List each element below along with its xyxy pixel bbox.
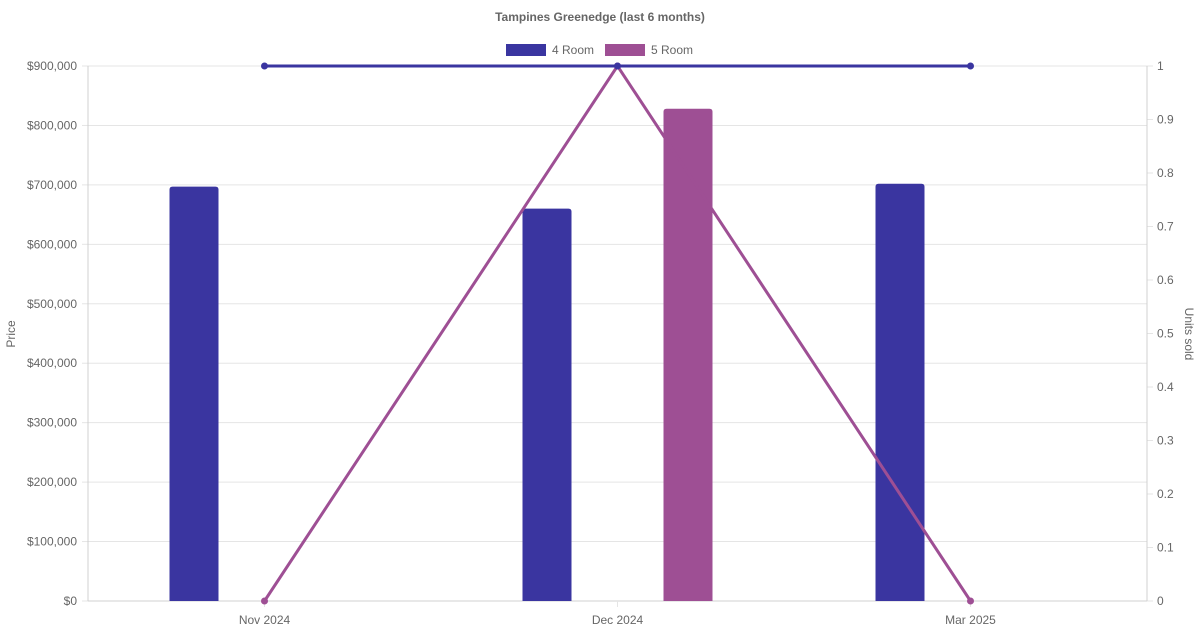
units-point[interactable] — [614, 62, 621, 70]
x-tick-label: Dec 2024 — [592, 613, 644, 627]
bar-4-room[interactable] — [522, 208, 572, 601]
y2-tick-label: 0.1 — [1157, 541, 1174, 555]
y2-tick-label: 0.5 — [1157, 327, 1174, 341]
bar-4-room[interactable] — [169, 186, 219, 601]
y-tick-label: $200,000 — [27, 475, 77, 489]
units-line-5-room — [263, 63, 972, 602]
chart-title: Tampines Greenedge (last 6 months) — [495, 10, 705, 24]
x-axis: Nov 2024 Dec 2024 Mar 2025 — [88, 600, 1147, 627]
legend-label: 5 Room — [651, 43, 693, 57]
legend-swatch — [605, 44, 645, 56]
y-axis-right: 0 0.1 0.2 0.3 0.4 0.5 0.6 0.7 0.8 0.9 1 — [1146, 59, 1174, 608]
y2-tick-label: 0.7 — [1157, 220, 1174, 234]
y-tick-label: $900,000 — [27, 59, 77, 73]
units-point[interactable] — [967, 62, 974, 70]
y-tick-label: $600,000 — [27, 237, 77, 251]
y2-tick-label: 0.6 — [1157, 273, 1174, 287]
legend-label: 4 Room — [552, 43, 594, 57]
y2-tick-label: 0.3 — [1157, 434, 1174, 448]
y2-tick-label: 0.9 — [1157, 113, 1174, 127]
bar-4-room[interactable] — [875, 183, 925, 601]
y2-tick-label: 0.8 — [1157, 166, 1174, 180]
units-point[interactable] — [261, 62, 268, 70]
y2-tick-label: 0.2 — [1157, 487, 1174, 501]
y2-tick-label: 1 — [1157, 59, 1164, 73]
x-tick-label: Nov 2024 — [239, 613, 291, 627]
y-axis-left-label: Price — [4, 320, 18, 348]
units-sold-lines — [261, 62, 974, 605]
y-tick-label: $400,000 — [27, 356, 77, 370]
x-tick-label: Mar 2025 — [945, 613, 996, 627]
y2-tick-label: 0 — [1157, 594, 1164, 608]
y-tick-label: $500,000 — [27, 297, 77, 311]
y-tick-label: $0 — [64, 594, 78, 608]
units-point[interactable] — [967, 597, 974, 605]
bars — [169, 108, 925, 602]
grid-lines — [88, 65, 1147, 602]
y-tick-label: $800,000 — [27, 118, 77, 132]
y2-tick-label: 0.4 — [1157, 380, 1174, 394]
y-axis-left: $0 $100,000 $200,000 $300,000 $400,000 $500,0… — [27, 59, 89, 608]
bar-5-room[interactable] — [663, 108, 713, 602]
y-tick-label: $300,000 — [27, 416, 77, 430]
units-point[interactable] — [261, 597, 268, 605]
y-tick-label: $700,000 — [27, 178, 77, 192]
legend-swatch — [506, 44, 546, 56]
legend: 4 Room 5 Room — [506, 43, 693, 57]
y-axis-right-label: Units sold — [1182, 308, 1196, 361]
y-tick-label: $100,000 — [27, 535, 77, 549]
